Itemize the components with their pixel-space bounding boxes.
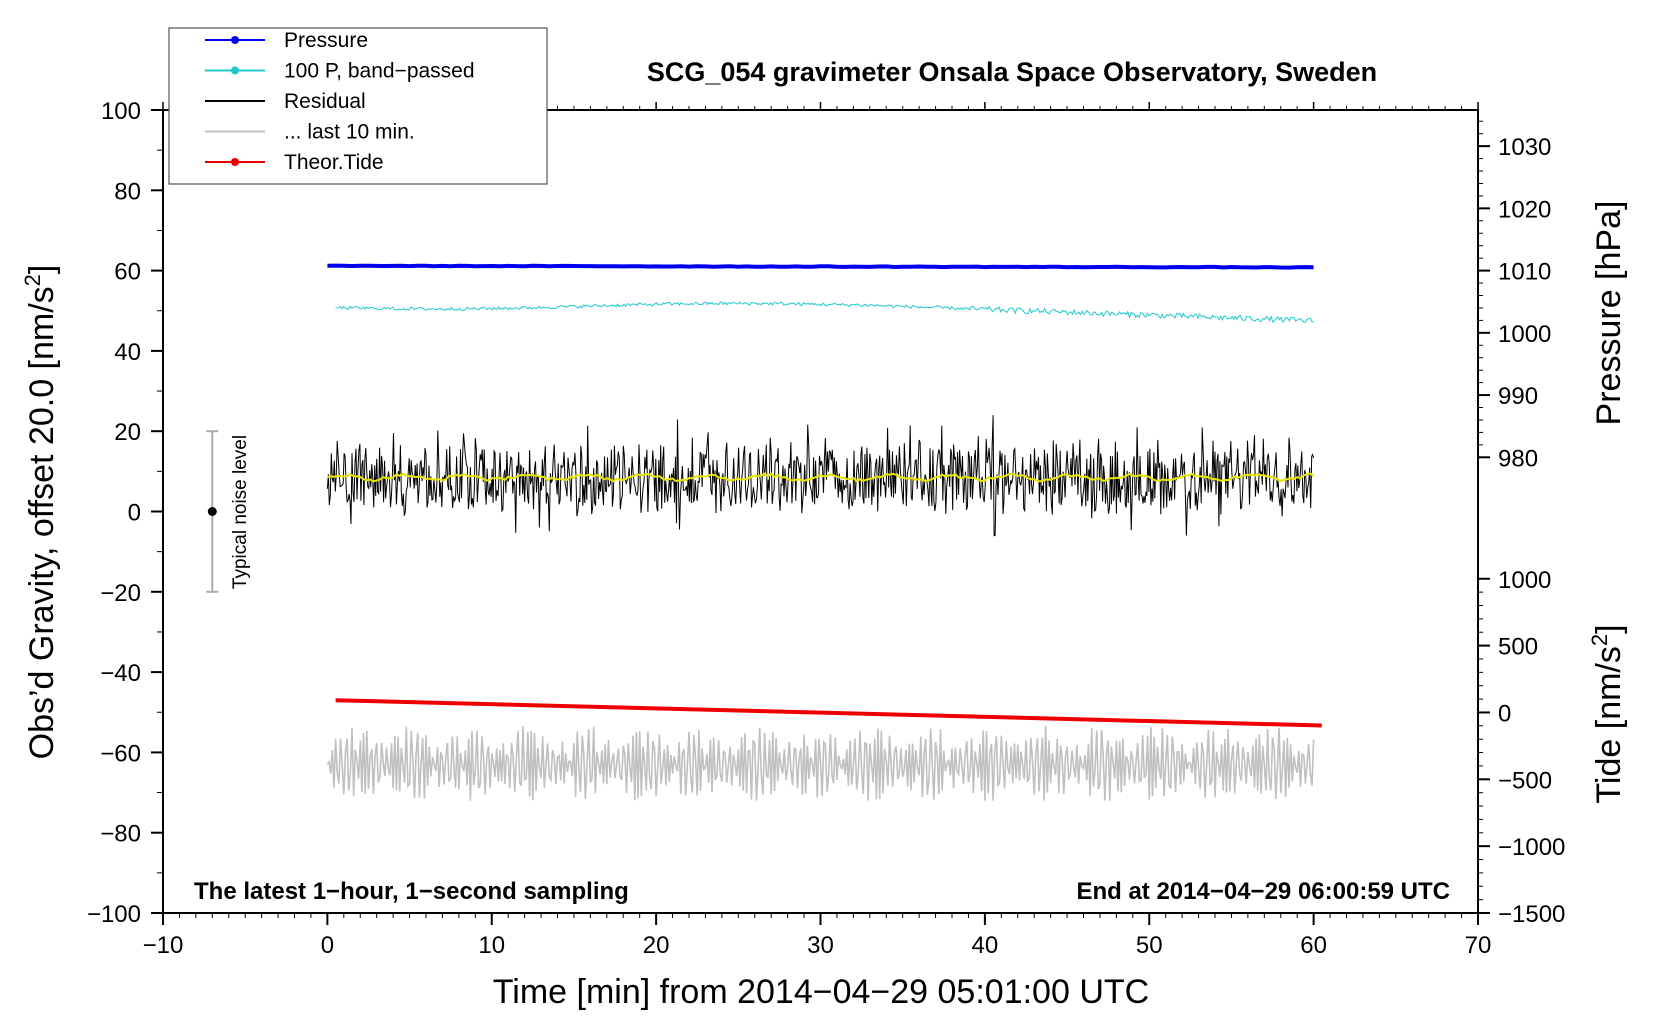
pressure-tick-label: 980 xyxy=(1498,445,1538,472)
tide-axis-title: Tide [nm/s2] xyxy=(1587,624,1628,803)
annotation-end-time: End at 2014−04−29 06:00:59 UTC xyxy=(1076,878,1450,905)
x-tick-label: 60 xyxy=(1300,932,1327,959)
x-tick-label: 50 xyxy=(1136,932,1163,959)
y-tick-label: 100 xyxy=(101,98,141,125)
x-tick-label: 40 xyxy=(972,932,999,959)
tide-tick-label: 500 xyxy=(1498,634,1538,661)
x-axis-title: Time [min] from 2014−04−29 05:01:00 UTC xyxy=(493,973,1149,1011)
tide-tick-label: −1000 xyxy=(1498,834,1565,861)
y-tick-label: 80 xyxy=(114,178,141,205)
pressure-axis-title: Pressure [hPa] xyxy=(1590,201,1628,426)
legend-marker xyxy=(231,36,239,44)
pressure-tick-label: 1000 xyxy=(1498,321,1551,348)
x-tick-label: 70 xyxy=(1465,932,1492,959)
tide-tick-label: 0 xyxy=(1498,700,1511,727)
y-tick-label: 60 xyxy=(114,259,141,286)
legend: Pressure 100 P, band−passed Residual ... la… xyxy=(168,27,548,185)
legend-label: Pressure xyxy=(284,29,368,52)
y-tick-label: −20 xyxy=(100,580,141,607)
x-tick-label: 0 xyxy=(321,932,334,959)
y-tick-label: 40 xyxy=(114,339,141,366)
pressure-tick-label: 1020 xyxy=(1498,196,1551,223)
tide-tick-label: −1500 xyxy=(1498,901,1565,928)
noise-level-label: Typical noise level xyxy=(230,435,251,589)
y-tick-label: 20 xyxy=(114,419,141,446)
legend-label: Theor.Tide xyxy=(284,151,384,174)
legend-marker xyxy=(231,158,239,166)
legend-label: 100 P, band−passed xyxy=(284,60,475,83)
theoretical-tide-line xyxy=(335,698,1322,728)
annotation-sampling: The latest 1−hour, 1−second sampling xyxy=(194,878,629,905)
legend-box xyxy=(168,27,548,185)
legend-label: Residual xyxy=(284,90,366,113)
pressure-tick-label: 990 xyxy=(1498,383,1538,410)
y-tick-label: −60 xyxy=(100,740,141,767)
residual-smoothed-line xyxy=(327,472,1315,483)
y-tick-label: −80 xyxy=(100,821,141,848)
legend-label: ... last 10 min. xyxy=(284,121,415,144)
y-tick-label: 0 xyxy=(128,500,141,527)
pressure-tick-label: 1010 xyxy=(1498,259,1551,286)
series-layer xyxy=(206,263,1322,801)
x-tick-label: 30 xyxy=(807,932,834,959)
legend-marker xyxy=(231,66,239,75)
y-axis-title: Obs’d Gravity, offset 20.0 [nm/s2] xyxy=(20,265,61,760)
x-tick-label: −10 xyxy=(143,932,184,959)
ticks-layer: −10 0 10 20 30 40 50 60 70100806040200−20−40−60−… xyxy=(87,98,1565,959)
tide-tick-label: −500 xyxy=(1498,767,1552,794)
pressure-tick-label: 1030 xyxy=(1498,134,1551,161)
pressure-line xyxy=(327,263,1314,270)
x-tick-label: 10 xyxy=(478,932,505,959)
y-tick-label: −100 xyxy=(87,901,141,928)
band-passed-pressure-line xyxy=(335,301,1314,324)
last-10-min-line xyxy=(326,725,1315,801)
tide-axis-title-superscript: 2 xyxy=(1587,634,1612,646)
y-axis-title-superscript: 2 xyxy=(20,274,45,286)
x-tick-label: 20 xyxy=(643,932,670,959)
noise-bar-center-dot xyxy=(207,507,217,516)
chart-title: SCG_054 gravimeter Onsala Space Observat… xyxy=(647,57,1377,87)
y-tick-label: −40 xyxy=(100,660,141,687)
tide-tick-label: 1000 xyxy=(1498,567,1551,594)
